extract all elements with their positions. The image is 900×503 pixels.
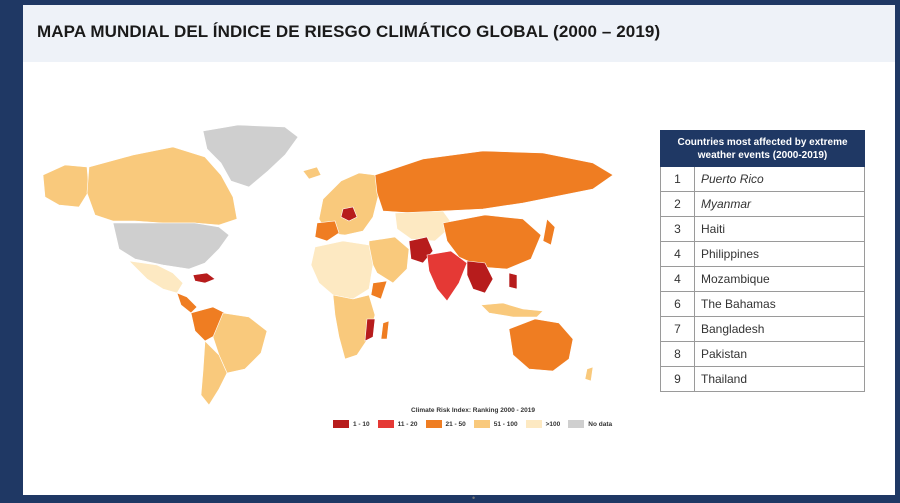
legend-item: 51 - 100: [473, 420, 518, 428]
rank-cell: 2: [661, 192, 695, 216]
legend-item: 1 - 10: [333, 420, 370, 428]
legend-swatch: [377, 420, 394, 428]
table-rows: 1 Puerto Rico 2 Myanmar 3 Haiti 4 Philippines 4 M…: [660, 167, 865, 392]
country-cell: Haiti: [701, 222, 726, 236]
country-cell: Puerto Rico: [701, 172, 764, 186]
table-row: 4 Philippines: [661, 241, 864, 266]
legend-item: 21 - 50: [425, 420, 466, 428]
region-africa-north: [310, 240, 374, 300]
legend-swatch: [568, 420, 585, 428]
region-central-america: [176, 292, 198, 314]
most-affected-table: Countries most affected by extreme weath…: [660, 130, 865, 392]
region-japan: [542, 218, 556, 246]
region-usa: [112, 222, 230, 270]
country-cell: Pakistan: [701, 347, 748, 361]
legend-swatch: [333, 420, 349, 428]
region-middle-east: [368, 236, 410, 284]
region-mozambique: [364, 318, 376, 342]
table-header: Countries most affected by extreme weath…: [660, 130, 865, 167]
region-russia: [374, 150, 614, 214]
world-map-svg: [42, 124, 614, 406]
legend-item: >100: [525, 420, 561, 428]
table-row: 7 Bangladesh: [661, 316, 864, 341]
region-china: [442, 214, 542, 270]
table-row: 3 Haiti: [661, 216, 864, 241]
legend-swatch: [525, 420, 542, 428]
region-south-america-south: [200, 340, 228, 406]
region-alaska: [42, 164, 90, 208]
region-philippines: [508, 272, 518, 290]
slide-title: MAPA MUNDIAL DEL ÍNDICE DE RIESGO CLIMÁT…: [37, 22, 661, 41]
country-cell: Mozambique: [701, 272, 770, 286]
country-cell: Thailand: [701, 372, 748, 386]
region-new-zealand: [584, 366, 594, 382]
region-canada: [86, 146, 238, 226]
legend-item: 11 - 20: [377, 420, 418, 428]
rank-cell: 3: [661, 217, 695, 241]
region-horn-of-africa: [370, 280, 388, 300]
slide: MAPA MUNDIAL DEL ÍNDICE DE RIESGO CLIMÁT…: [23, 5, 895, 503]
region-greenland: [202, 124, 299, 188]
region-caribbean: [192, 272, 216, 284]
legend-label: 51 - 100: [493, 420, 518, 428]
region-mexico: [128, 260, 184, 294]
region-iceland: [302, 166, 322, 180]
region-indonesia: [480, 302, 544, 318]
region-brazil: [212, 312, 268, 374]
country-cell: The Bahamas: [701, 297, 776, 311]
map-legend: 1 - 10 11 - 20 21 - 50 51 - 100 >100 No data: [333, 420, 612, 428]
country-cell: Philippines: [701, 247, 760, 261]
legend-swatch: [473, 420, 490, 428]
world-map: [23, 123, 623, 413]
region-africa-south: [332, 294, 376, 360]
country-cell: Bangladesh: [701, 322, 765, 336]
table-row: 1 Puerto Rico: [661, 167, 864, 191]
rank-cell: 6: [661, 292, 695, 316]
rank-cell: 7: [661, 317, 695, 341]
region-australia: [508, 318, 574, 372]
table-row: 2 Myanmar: [661, 191, 864, 216]
title-bar: MAPA MUNDIAL DEL ÍNDICE DE RIESGO CLIMÁT…: [23, 5, 895, 62]
region-central-asia: [394, 210, 454, 242]
region-western-europe: [314, 220, 340, 242]
legend-item: No data: [568, 420, 612, 428]
legend-label: 1 - 10: [353, 420, 370, 428]
legend-label: No data: [588, 420, 613, 428]
region-madagascar: [380, 320, 390, 340]
table-row: 8 Pakistan: [661, 341, 864, 366]
table-row: 6 The Bahamas: [661, 291, 864, 316]
page-indicator-dot: •: [472, 493, 476, 503]
table-row: 4 Mozambique: [661, 266, 864, 291]
legend-label: >100: [545, 420, 561, 428]
region-southeast-asia: [466, 260, 494, 294]
rank-cell: 9: [661, 367, 695, 391]
rank-cell: 4: [661, 267, 695, 291]
legend-swatch: [425, 420, 442, 428]
legend-label: 21 - 50: [445, 420, 466, 428]
country-cell: Myanmar: [701, 197, 752, 211]
rank-cell: 4: [661, 242, 695, 266]
region-india: [426, 250, 468, 302]
table-row: 9 Thailand: [661, 366, 864, 391]
legend-title: Climate Risk Index: Ranking 2000 - 2019: [411, 407, 535, 414]
rank-cell: 8: [661, 342, 695, 366]
rank-cell: 1: [661, 167, 695, 191]
region-germany: [340, 206, 358, 222]
legend-label: 11 - 20: [397, 420, 418, 428]
